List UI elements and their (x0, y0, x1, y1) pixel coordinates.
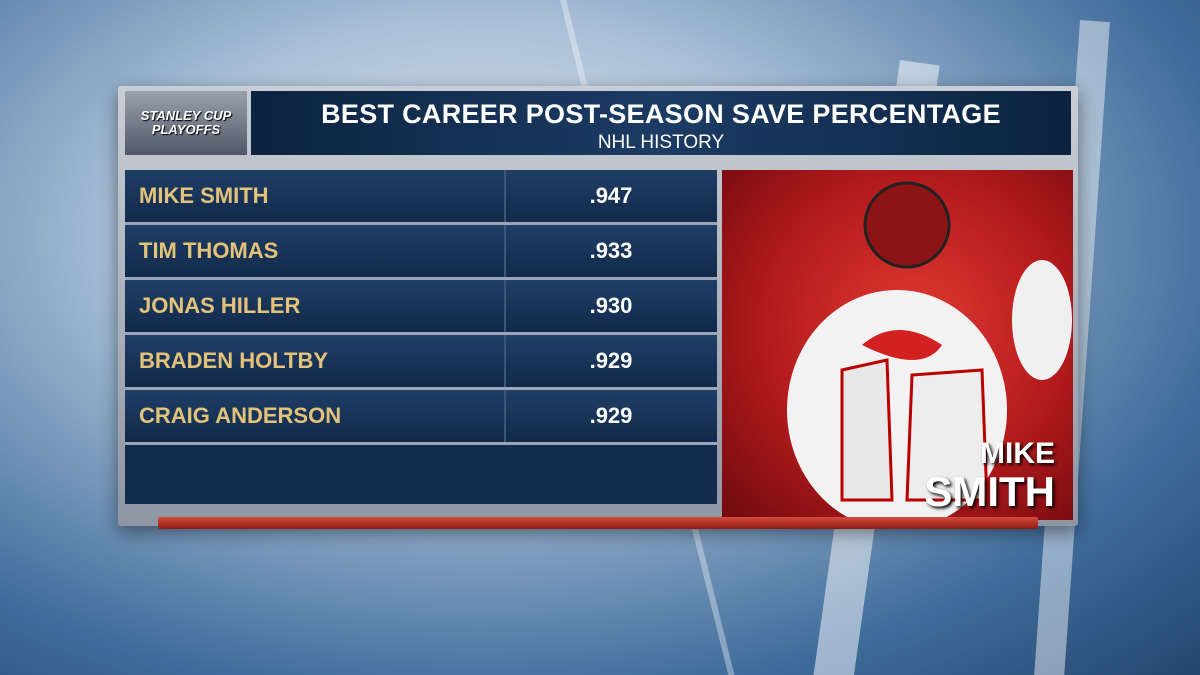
caption: MIKE SMITH (924, 438, 1055, 514)
column-divider (504, 280, 506, 332)
column-divider (504, 390, 506, 442)
title: BEST CAREER POST-SEASON SAVE PERCENTAGE (321, 99, 1001, 129)
player-name: CRAIG ANDERSON (139, 403, 342, 428)
table-row: JONAS HILLER .930 (125, 280, 717, 335)
column-divider (504, 335, 506, 387)
player-illustration (787, 181, 1072, 520)
player-name: JONAS HILLER (139, 293, 301, 318)
player-name: BRADEN HOLTBY (139, 348, 329, 373)
graphic-panel: STANLEY CUP PLAYOFFS BEST CAREER POST-SE… (118, 86, 1078, 529)
header: BEST CAREER POST-SEASON SAVE PERCENTAGE … (251, 91, 1071, 155)
pad (905, 368, 989, 502)
table-row: TIM THOMAS .933 (125, 225, 717, 280)
table-row: CRAIG ANDERSON .929 (125, 390, 717, 445)
column-divider (504, 170, 506, 222)
subtitle: NHL HISTORY (597, 132, 725, 153)
table-row: MIKE SMITH .947 (125, 170, 717, 225)
glove (1012, 260, 1072, 380)
table: MIKE SMITH .947 TIM THOMAS .933 JONAS HILLER… (125, 170, 717, 504)
save-percentage: .929 (589, 403, 633, 428)
logo-text: PLAYOFFS (151, 122, 221, 137)
column-divider (504, 225, 506, 277)
logo-text: STANLEY CUP (140, 108, 232, 123)
save-percentage: .947 (589, 183, 633, 208)
logo: STANLEY CUP PLAYOFFS (125, 91, 247, 155)
player-name: MIKE SMITH (139, 183, 269, 208)
caption-first: MIKE (980, 437, 1055, 470)
save-percentage: .930 (589, 293, 633, 318)
bottom-bar (158, 517, 1038, 529)
save-percentage: .933 (589, 238, 633, 263)
mask (863, 181, 951, 269)
player-photo: MIKE SMITH (722, 170, 1073, 520)
pad (840, 358, 894, 502)
table-row: BRADEN HOLTBY .929 (125, 335, 717, 390)
player-name: TIM THOMAS (139, 238, 279, 263)
save-percentage: .929 (589, 348, 633, 373)
logo-flame (862, 330, 942, 360)
caption-last: SMITH (924, 468, 1055, 515)
